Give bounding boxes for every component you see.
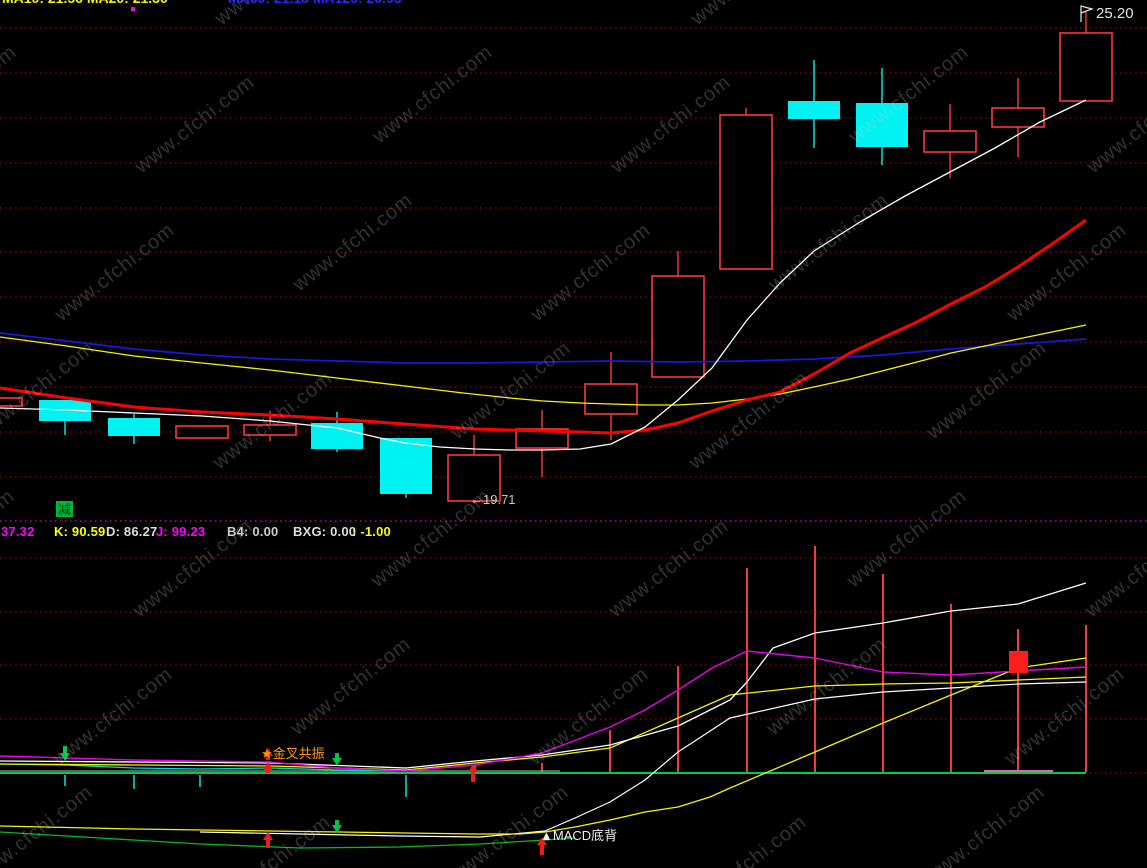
status-value: 37.32: [1, 524, 35, 539]
low-price-label: ←19.71: [470, 492, 516, 507]
magenta-dot-icon: [131, 7, 135, 11]
candle-body-down[interactable]: [311, 423, 363, 449]
indicator-status-bar: 37.32 K: 90.59 D: 86.27 J: 99.23 B4: 0.00 BXG…: [0, 524, 1147, 545]
status-value: K: 90.59: [54, 524, 106, 539]
candle-body-up[interactable]: [584, 383, 638, 415]
buy-signal-arrow-icon: [263, 832, 273, 848]
ma-red: [0, 218, 1087, 435]
candle-body-up[interactable]: [243, 424, 297, 436]
ma-white: [0, 99, 1087, 451]
buy-signal-arrow-icon: [263, 748, 273, 760]
status-value: D: 86.27: [106, 524, 158, 539]
buy-signal-arrow-icon: [537, 837, 547, 855]
yellow-low-line: [0, 657, 1087, 835]
sell-signal-arrow-icon: [60, 746, 70, 761]
white-k-line: [0, 582, 1087, 769]
candle-body-up[interactable]: [447, 454, 501, 502]
reduce-badge[interactable]: 减: [56, 501, 73, 517]
ma-blue: [0, 332, 1087, 364]
sell-signal-arrow-icon: [332, 820, 342, 833]
magenta-dif-line: [0, 650, 1087, 772]
golden-cross-label: ★金叉共振: [261, 746, 325, 761]
high-price-label: 25.20: [1096, 5, 1134, 22]
yellow-d-line: [0, 676, 1087, 771]
candle-body-down[interactable]: [380, 438, 432, 494]
signal-square-marker: [1009, 651, 1028, 673]
candle-body-up[interactable]: [1059, 32, 1113, 102]
candle-body-up[interactable]: [719, 114, 773, 270]
candle-body-up[interactable]: [923, 130, 977, 153]
candle-body-up[interactable]: [651, 275, 705, 378]
status-value: BXG: 0.00: [293, 524, 357, 539]
candle-body-down[interactable]: [856, 103, 908, 147]
candle-body-up[interactable]: [991, 107, 1045, 128]
ma-legend-yellow: MA10: 21.56 MA20: 21.30: [2, 0, 168, 4]
buy-signal-arrow-icon: [263, 762, 273, 773]
green-low-line: [0, 831, 576, 849]
ma-legend-blue: MA60: 21.18 MA120: 20.95: [228, 0, 402, 4]
candle-body-up[interactable]: [515, 428, 569, 449]
status-value: J: 99.23: [156, 524, 206, 539]
status-value: B4: 0.00: [227, 524, 279, 539]
flag-icon: [1080, 5, 1094, 22]
buy-signal-arrow-icon: [468, 764, 478, 782]
macd-divergence-label: ▲MACD底背: [540, 828, 618, 843]
candle-body-up[interactable]: [0, 397, 23, 407]
white-low-line: [199, 681, 1087, 838]
candle-body-down[interactable]: [108, 418, 160, 436]
status-value: : -1.00: [352, 524, 391, 539]
candle-body-up[interactable]: [175, 425, 229, 439]
candle-body-down[interactable]: [788, 101, 840, 119]
sell-signal-arrow-icon: [332, 753, 342, 766]
ma-yellow: [0, 324, 1087, 406]
top-legend-clipped: MA10: 21.56 MA20: 21.30 MA60: 21.18 MA12…: [0, 0, 620, 4]
